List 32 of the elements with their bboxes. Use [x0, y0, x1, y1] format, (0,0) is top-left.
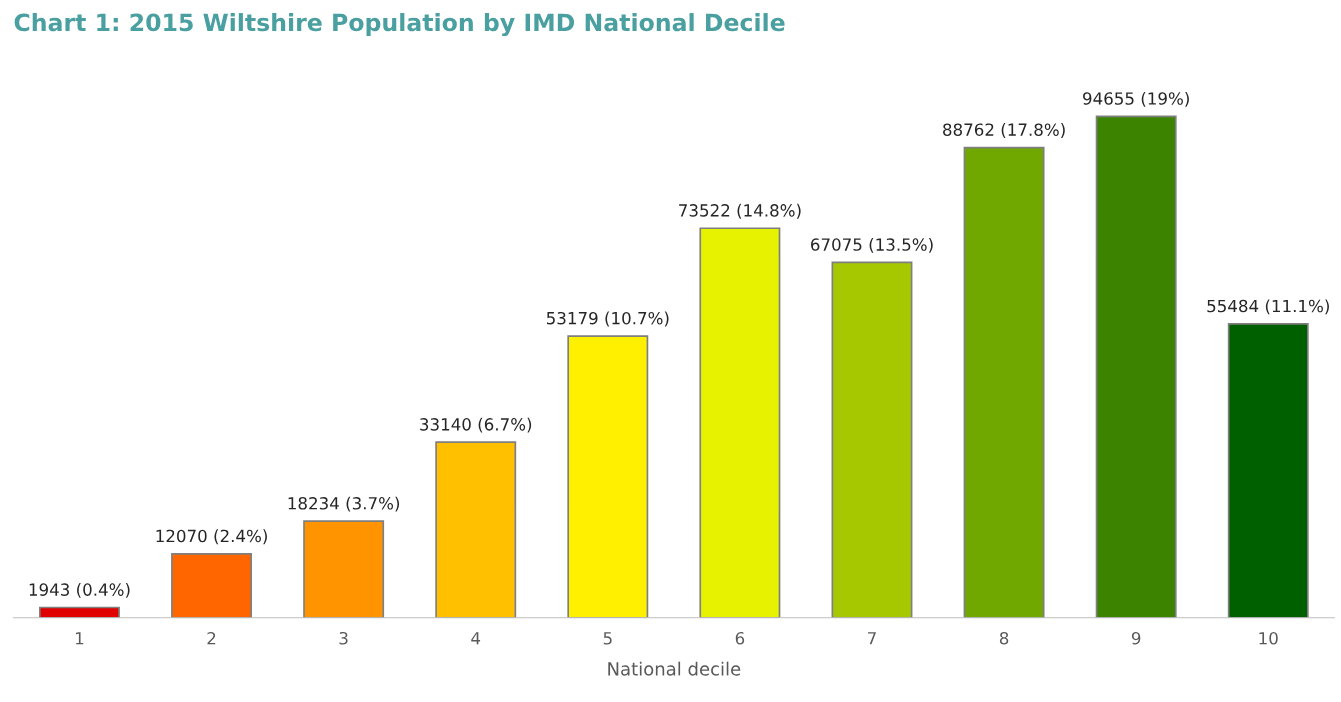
chart-title: Chart 1: 2015 Wiltshire Population by IMD National Decile	[14, 13, 785, 37]
bar	[303, 520, 385, 618]
x-tick-label: 10	[1259, 631, 1278, 645]
x-tick-label: 2	[207, 631, 216, 645]
x-tick-label: 4	[471, 632, 481, 645]
bar	[1095, 115, 1177, 618]
data-label: 73522 (14.8%)	[679, 203, 801, 219]
bar	[831, 261, 913, 618]
bar	[963, 146, 1045, 618]
bar	[699, 227, 781, 618]
x-tick-label: 3	[339, 631, 348, 645]
data-label: 33140 (6.7%)	[420, 417, 532, 433]
data-label: 12070 (2.4%)	[156, 529, 267, 545]
x-tick-label: 7	[868, 632, 876, 645]
x-tick-label: 6	[735, 631, 745, 645]
bar	[435, 441, 517, 618]
x-tick-label: 8	[999, 631, 1009, 645]
bar	[1227, 323, 1309, 618]
bar	[38, 606, 120, 618]
data-label: 55484 (11.1%)	[1207, 299, 1329, 315]
data-label: 53179 (10.7%)	[546, 311, 669, 327]
data-label: 67075 (13.5%)	[811, 237, 933, 253]
bar	[171, 552, 253, 618]
data-label: 1943 (0.4%)	[29, 583, 130, 598]
data-label: 18234 (3.7%)	[288, 496, 400, 512]
x-axis-title: National decile	[608, 661, 741, 676]
x-tick-label: 1	[75, 632, 84, 645]
data-label: 88762 (17.8%)	[943, 123, 1065, 138]
x-tick-label: 9	[1131, 631, 1141, 645]
bar	[567, 335, 649, 618]
data-label: 94655 (19%)	[1083, 91, 1189, 107]
x-tick-label: 5	[603, 632, 612, 645]
